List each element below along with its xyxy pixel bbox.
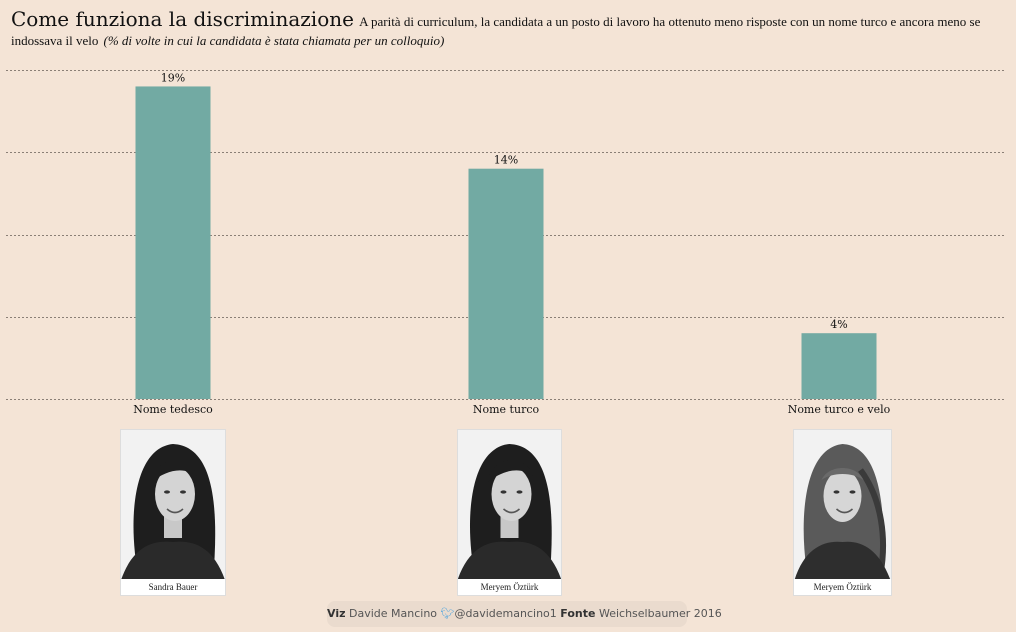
chart-subtitle: A parità di curriculum, la candidata a u… [11,14,981,48]
mouth [166,508,184,514]
headscarf-band [821,468,864,480]
category-label: Nome tedesco [133,403,213,416]
hair-bangs [151,460,197,482]
bar [135,86,211,399]
eye [849,490,856,494]
viz-label: Viz [327,607,346,620]
category-label: Nome turco e velo [788,403,891,416]
portrait-photo [458,430,561,580]
twitter-bird-icon: 🐦︎ [440,607,455,620]
photo-card-3: Meryem Öztürk [793,429,892,596]
data-label: 14% [494,154,518,167]
eye [180,490,186,494]
hair-bangs [487,460,534,482]
bar [468,168,544,399]
photo-caption: Meryem Öztürk [458,579,561,595]
footer-credits: Viz Davide Mancino 🐦︎@davidemancino1 Fon… [327,601,722,627]
eye [833,490,840,494]
face [823,470,862,522]
photo-caption: Sandra Bauer [121,579,225,595]
clothing [121,541,225,580]
clothing [458,541,561,580]
portrait-photo [121,430,225,580]
data-label: 4% [830,318,847,331]
eye [516,490,523,494]
data-label: 19% [161,71,185,84]
photo-card-2: Meryem Öztürk [457,429,562,596]
portrait-photo [794,430,891,580]
chart-note: (% di volte in cui la candidata è stata … [103,33,445,48]
chart-header: Come funziona la discriminazione A parit… [11,7,1006,50]
clothing [794,541,891,580]
eye [164,490,170,494]
mouth [502,508,521,514]
source-name: Weichselbaumer 2016 [598,607,722,620]
category-label: Nome turco [473,403,540,416]
bar [801,333,877,399]
twitter-handle[interactable]: @davidemancino1 [454,607,557,620]
photo-caption: Meryem Öztürk [794,579,891,595]
source-label: Fonte [560,607,596,620]
bar-chart: 19% Nome tedesco 14% Nome turco 4% Nome turco… [6,70,1006,416]
face [155,467,195,521]
photo-card-1: Sandra Bauer [120,429,226,596]
chart-title: Come funziona la discriminazione [11,7,354,31]
eye [500,490,507,494]
face [491,467,532,521]
viz-author: Davide Mancino [349,607,438,620]
mouth [835,508,854,514]
